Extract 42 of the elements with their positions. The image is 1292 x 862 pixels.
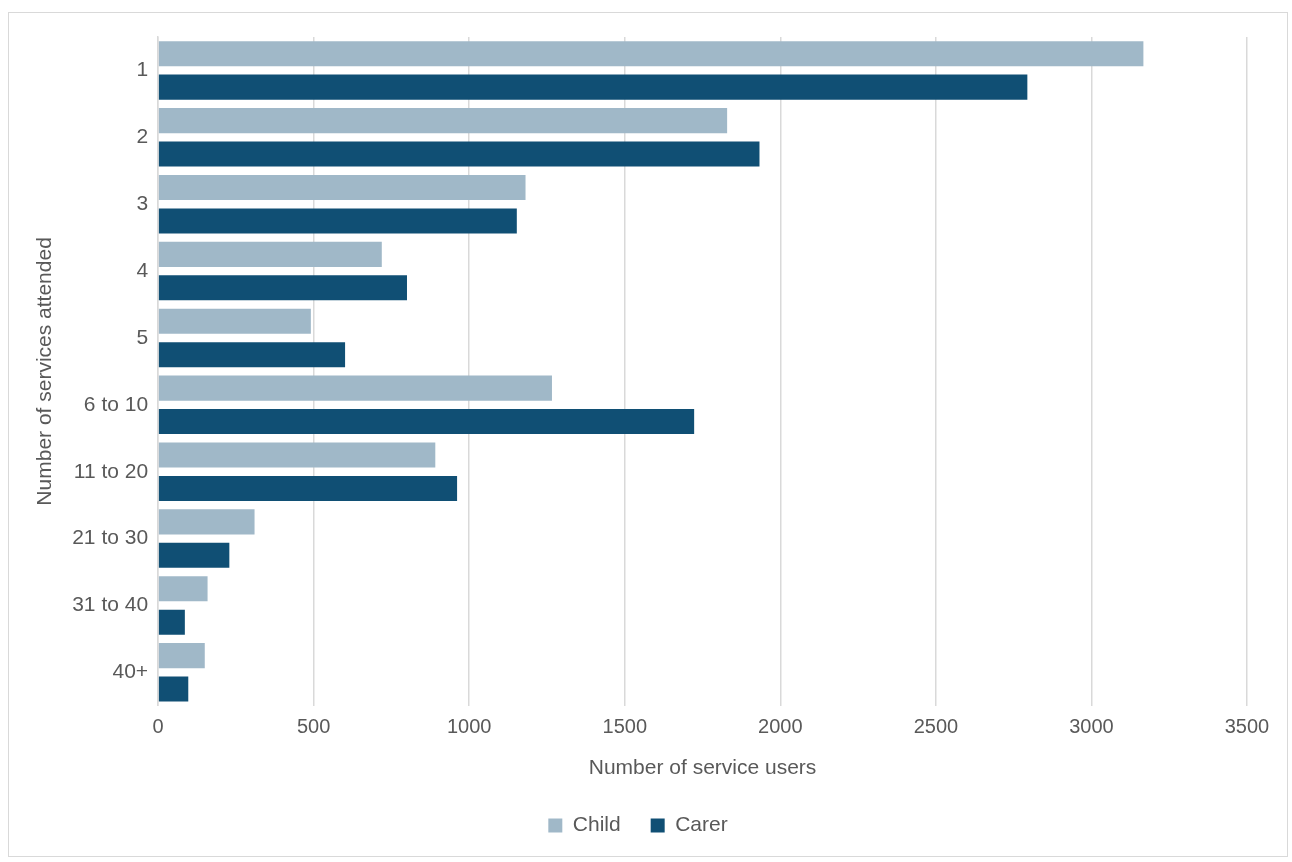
bar — [158, 241, 382, 267]
y-tick-label: 11 to 20 — [73, 458, 149, 482]
bar — [158, 409, 695, 435]
y-tick-label: 21 to 30 — [72, 525, 149, 549]
bar — [158, 643, 205, 669]
x-tick-label: 3500 — [1224, 715, 1270, 738]
bar — [158, 676, 189, 702]
bar — [158, 208, 517, 234]
x-tick-label: 3000 — [1069, 715, 1114, 738]
y-tick-label: 5 — [136, 324, 149, 348]
y-tick-label: 3 — [136, 191, 149, 214]
bar — [158, 576, 208, 602]
x-tick-label: 500 — [296, 715, 331, 738]
bar — [158, 141, 760, 167]
bar — [158, 308, 311, 334]
y-axis-title: Number of services attended — [32, 237, 56, 506]
bar — [158, 108, 728, 134]
legend-label: Carer — [675, 812, 728, 836]
bar — [158, 442, 436, 468]
x-tick-label: 1500 — [602, 715, 648, 738]
x-tick-label: 1000 — [446, 715, 492, 738]
bar — [158, 174, 526, 201]
bar — [158, 375, 552, 401]
bar — [158, 609, 185, 635]
x-tick-label: 2500 — [913, 715, 959, 738]
x-axis-title: Number of service users — [588, 755, 817, 779]
bar — [158, 542, 230, 568]
bar — [158, 475, 458, 501]
y-tick-label: 31 to 40 — [72, 592, 149, 616]
y-tick-label: 4 — [136, 257, 149, 281]
legend-label: Child — [572, 812, 621, 836]
y-tick-label: 6 to 10 — [83, 391, 149, 415]
bar — [158, 74, 1028, 100]
x-tick-label: 2000 — [758, 715, 803, 738]
y-tick-label: 1 — [136, 57, 149, 81]
bar — [158, 41, 1144, 67]
bar — [158, 509, 255, 535]
bar — [158, 342, 346, 368]
y-tick-label: 2 — [136, 124, 149, 148]
x-tick-label: 0 — [152, 715, 164, 738]
y-tick-label: 40+ — [112, 659, 149, 683]
bar — [158, 275, 407, 301]
